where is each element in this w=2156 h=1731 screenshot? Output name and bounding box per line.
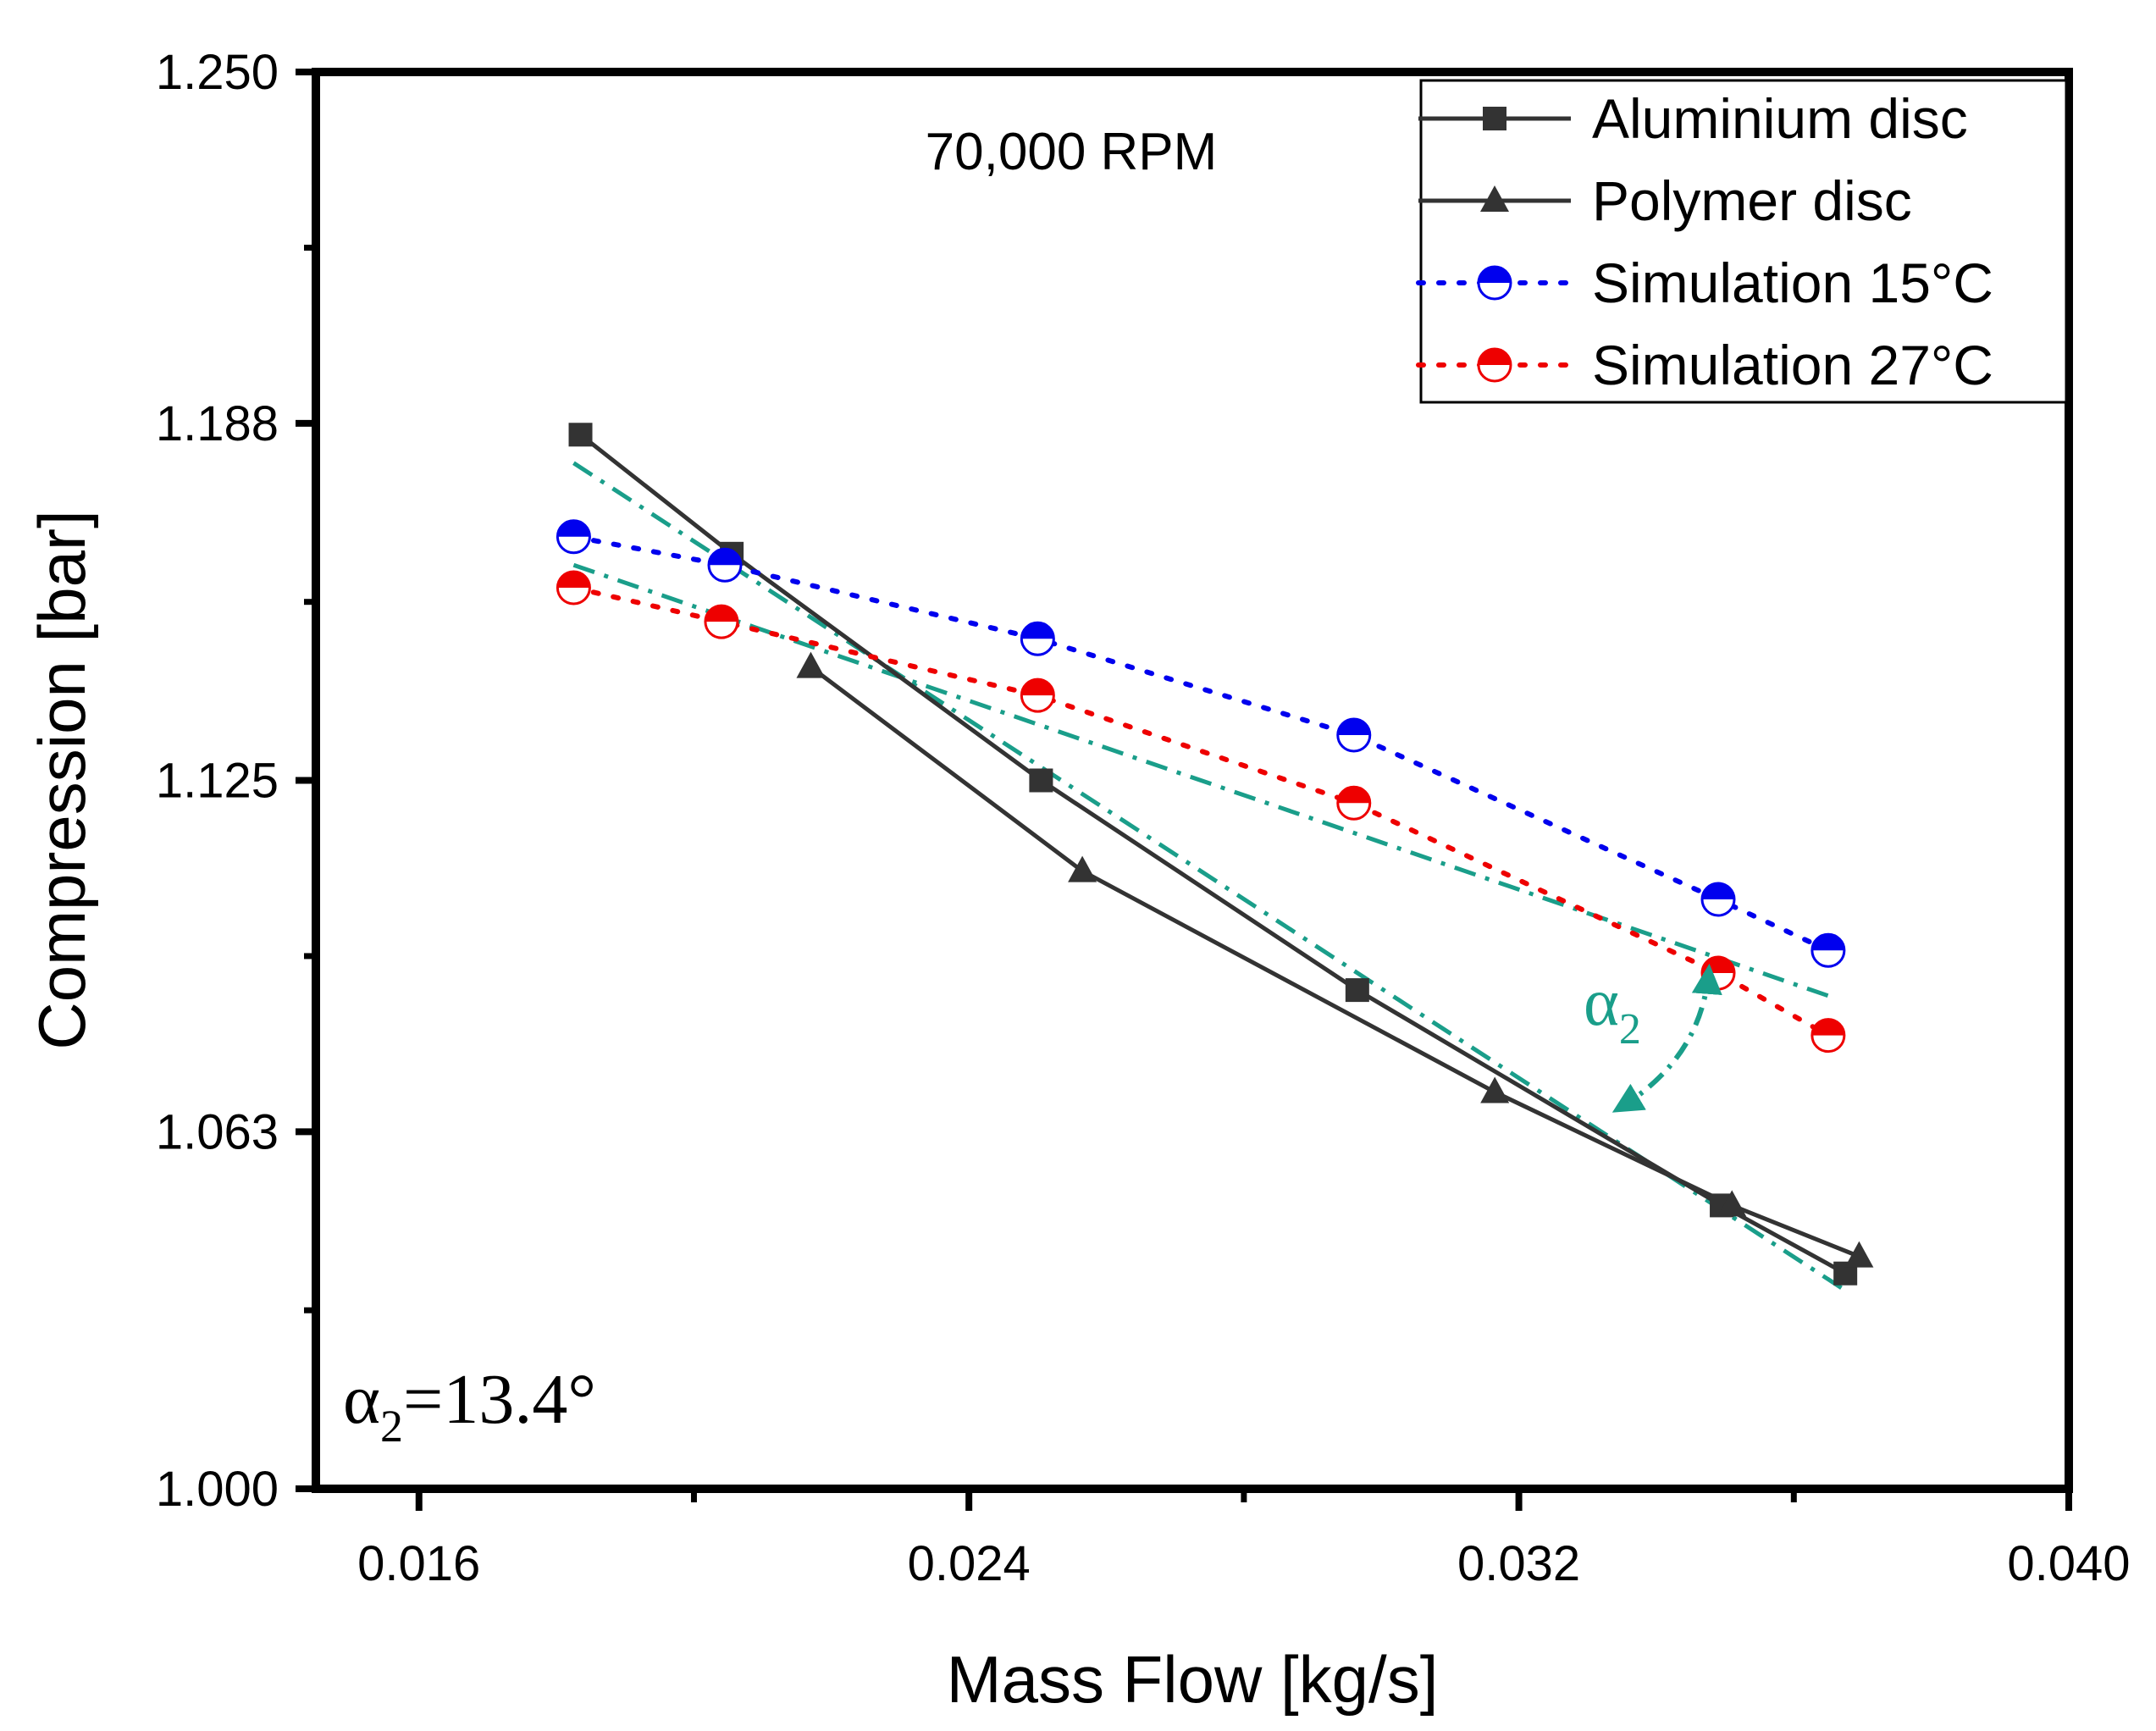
x-tick-label: 0.032 xyxy=(1457,1536,1580,1591)
y-tick-label: 1.000 xyxy=(156,1462,279,1517)
y-axis-title: Compression [bar] xyxy=(25,510,99,1049)
series-2-point xyxy=(796,651,826,678)
angle-arc-symbol: α xyxy=(1584,965,1619,1040)
series-3-point xyxy=(1020,621,1055,656)
series-4-point xyxy=(1810,1018,1846,1054)
series-4-point xyxy=(1336,785,1372,821)
series-3-point xyxy=(1336,717,1372,753)
series-2-point xyxy=(1844,1241,1874,1268)
angle-value: =13.4° xyxy=(403,1360,596,1439)
legend-box xyxy=(1419,79,2068,404)
series-4-point xyxy=(1020,677,1055,713)
series-line-2 xyxy=(809,665,1860,1258)
angle-symbol: α xyxy=(343,1360,380,1439)
y-axis-tick-labels: 1.000 1.063 1.125 1.188 1.250 xyxy=(156,45,279,1517)
legend-marker-3 xyxy=(1477,265,1512,301)
y-axis-ticks xyxy=(296,69,316,1492)
legend: Aluminium disc Polymer disc Simulation 15°… xyxy=(1416,79,2068,404)
x-tick-label: 0.040 xyxy=(2007,1536,2130,1591)
series-line-1 xyxy=(578,433,1847,1275)
series-1-point xyxy=(1345,978,1369,1003)
angle-arc-label: α2 xyxy=(1584,965,1641,1054)
legend-label-4: Simulation 27°C xyxy=(1592,334,1993,396)
series-4-point xyxy=(556,570,591,606)
series-2-point xyxy=(1717,1190,1747,1217)
legend-marker-2 xyxy=(1480,185,1509,212)
series-3-point xyxy=(1700,882,1736,917)
series-3-point xyxy=(707,547,743,583)
series-line-4 xyxy=(571,584,1831,1038)
series-1-point xyxy=(1029,768,1053,793)
y-tick-label: 1.125 xyxy=(156,754,279,809)
series-1-point xyxy=(568,423,593,447)
y-tick-label: 1.188 xyxy=(156,396,279,451)
series-line-3 xyxy=(571,534,1831,954)
y-tick-label: 1.250 xyxy=(156,45,279,100)
series-2-point xyxy=(1480,1076,1510,1103)
series-markers xyxy=(556,423,1874,1286)
legend-label-3: Simulation 15°C xyxy=(1592,252,1993,314)
series-3-point xyxy=(1810,932,1846,968)
angle-arc-subscript: 2 xyxy=(1619,1005,1641,1054)
series-3-point xyxy=(556,519,591,555)
x-axis-title: Mass Flow [kg/s] xyxy=(947,1642,1439,1717)
x-tick-label: 0.016 xyxy=(357,1536,480,1591)
x-axis-ticks xyxy=(415,1489,2072,1511)
x-tick-label: 0.024 xyxy=(908,1536,1031,1591)
fit-line-2 xyxy=(572,562,1829,998)
legend-label-2: Polymer disc xyxy=(1592,169,1912,232)
y-tick-label: 1.063 xyxy=(156,1104,279,1159)
speed-annotation: 70,000 RPM xyxy=(926,123,1218,181)
x-axis-tick-labels: 0.016 0.024 0.032 0.040 xyxy=(357,1536,2130,1591)
series-2-point xyxy=(1068,855,1097,882)
angle-arc-arrow xyxy=(1611,963,1722,1113)
legend-marker-1 xyxy=(1483,107,1506,130)
angle-value-annotation: α2=13.4° xyxy=(343,1360,596,1452)
legend-label-1: Aluminium disc xyxy=(1592,87,1968,150)
series-4-point xyxy=(704,604,739,639)
series-lines xyxy=(571,433,1860,1275)
legend-marker-4 xyxy=(1477,347,1512,383)
angle-subscript: 2 xyxy=(380,1401,403,1452)
